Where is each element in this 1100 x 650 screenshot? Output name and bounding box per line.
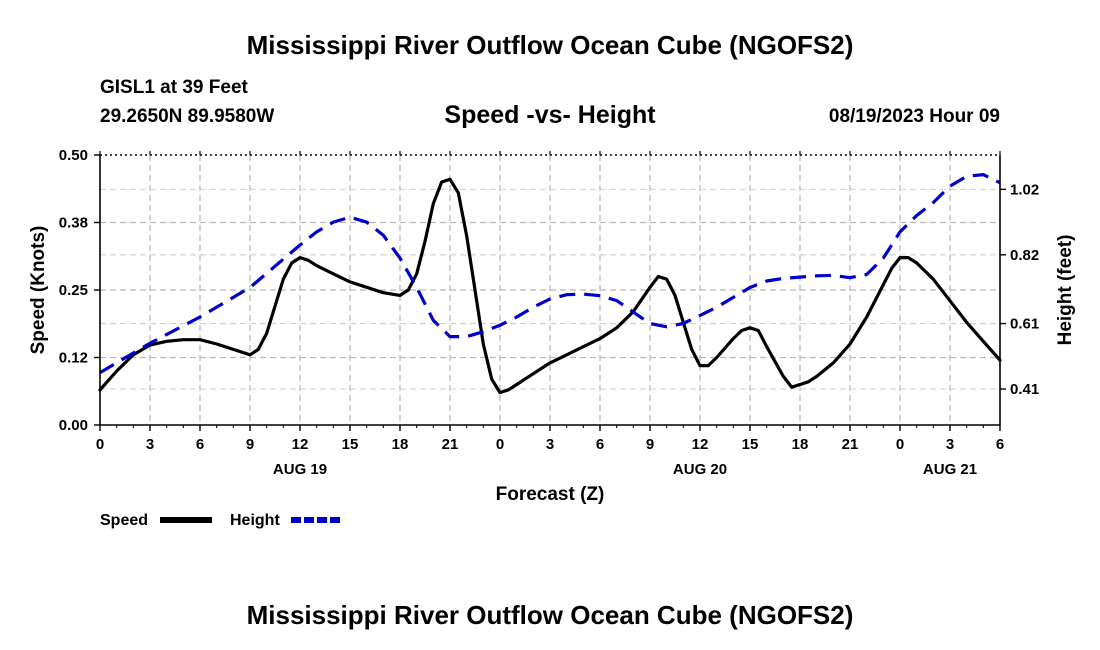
series-layer bbox=[98, 173, 1002, 395]
x-tick-label: 12 bbox=[292, 436, 309, 453]
y2-tick-label: 0.41 bbox=[1010, 381, 1039, 398]
x-tick-label: 12 bbox=[692, 436, 709, 453]
y-tick-label: 0.50 bbox=[59, 147, 88, 164]
x-tick-label: 9 bbox=[646, 436, 654, 453]
height-series-line bbox=[99, 173, 1001, 374]
x-tick-label: 15 bbox=[742, 436, 759, 453]
x-axis-title: Forecast (Z) bbox=[496, 484, 605, 505]
x-tick-label: 15 bbox=[342, 436, 359, 453]
legend-label-speed: Speed bbox=[100, 512, 148, 529]
axis-labels: 0 3 6 9 12 15 18 21 0 3 6 9 12 15 18 21 0 3 6 AUG 19 AUG 20 A… bbox=[28, 147, 1076, 505]
y-tick-label: 0.12 bbox=[59, 350, 88, 367]
date-label: AUG 20 bbox=[673, 461, 727, 478]
x-tick-label: 0 bbox=[896, 436, 904, 453]
x-tick-label: 21 bbox=[442, 436, 459, 453]
y-tick-label: 0.25 bbox=[59, 282, 88, 299]
speed-series-line bbox=[98, 177, 1002, 395]
forecast-datetime: 08/19/2023 Hour 09 bbox=[828, 106, 1000, 127]
footer-title: Mississippi River Outflow Ocean Cube (NG… bbox=[246, 600, 854, 630]
x-tick-label: 3 bbox=[146, 436, 154, 453]
x-tick-label: 6 bbox=[196, 436, 204, 453]
grid-layer bbox=[100, 155, 1000, 425]
y2-tick-label: 0.82 bbox=[1010, 247, 1039, 264]
x-tick-label: 0 bbox=[96, 436, 104, 453]
date-label: AUG 19 bbox=[273, 461, 327, 478]
x-tick-label: 3 bbox=[546, 436, 554, 453]
x-tick-label: 18 bbox=[792, 436, 809, 453]
legend: Speed Height bbox=[100, 512, 343, 529]
chart-main-title: Mississippi River Outflow Ocean Cube (NG… bbox=[246, 30, 854, 60]
station-coordinates: 29.2650N 89.9580W bbox=[100, 106, 275, 127]
station-name: GISL1 at 39 Feet bbox=[100, 77, 248, 98]
legend-label-height: Height bbox=[230, 512, 280, 529]
y-tick-label: 0.38 bbox=[59, 215, 88, 232]
x-tick-label: 6 bbox=[996, 436, 1004, 453]
y-axis-title: Speed (Knots) bbox=[28, 226, 49, 355]
axis-ticks bbox=[94, 151, 1006, 431]
y-tick-label: 0.00 bbox=[59, 417, 88, 434]
chart-subtitle: Speed -vs- Height bbox=[444, 101, 656, 129]
x-tick-label: 21 bbox=[842, 436, 859, 453]
date-label: AUG 21 bbox=[923, 461, 977, 478]
y2-tick-label: 1.02 bbox=[1010, 181, 1039, 198]
x-tick-label: 3 bbox=[946, 436, 954, 453]
y2-tick-label: 0.61 bbox=[1010, 316, 1039, 333]
x-tick-label: 6 bbox=[596, 436, 604, 453]
x-tick-label: 0 bbox=[496, 436, 504, 453]
x-tick-label: 9 bbox=[246, 436, 254, 453]
x-tick-label: 18 bbox=[392, 436, 409, 453]
y2-axis-title: Height (feet) bbox=[1055, 235, 1076, 346]
